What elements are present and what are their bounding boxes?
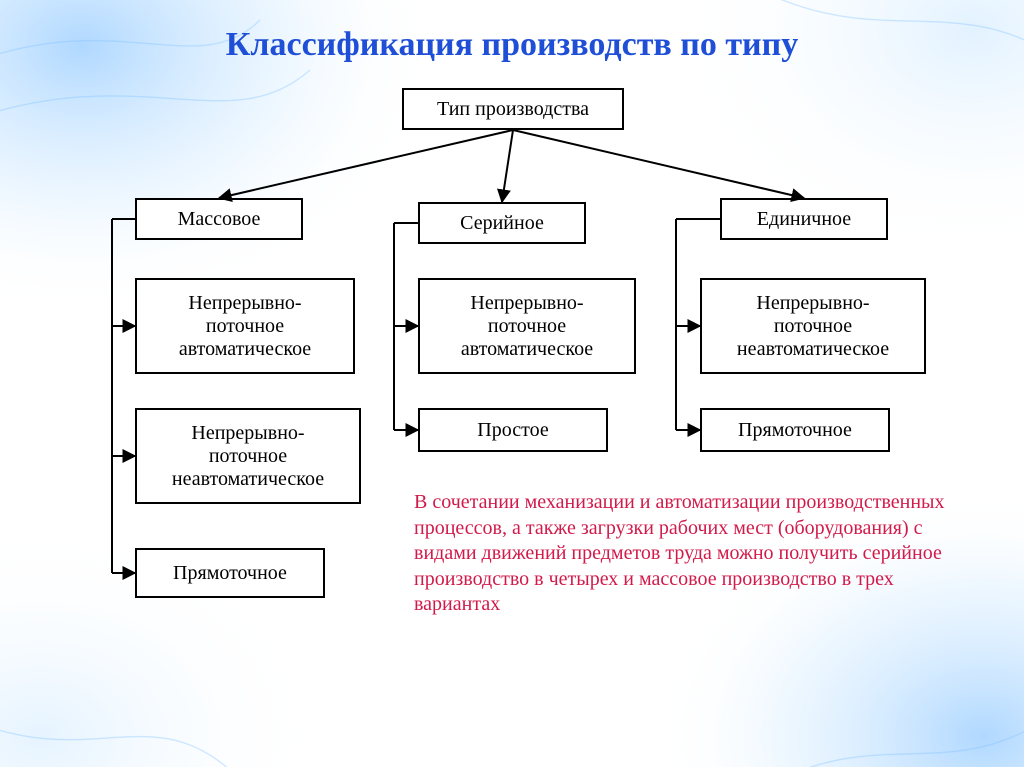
node-u2: Прямоточное <box>700 408 890 452</box>
node-u1: Непрерывно- поточное неавтоматическое <box>700 278 926 374</box>
node-m1: Непрерывно- поточное автоматическое <box>135 278 355 374</box>
node-s2: Простое <box>418 408 608 452</box>
node-unit: Единичное <box>720 198 888 240</box>
node-m3: Прямоточное <box>135 548 325 598</box>
node-serial: Серийное <box>418 202 586 244</box>
node-root: Тип производства <box>402 88 624 130</box>
node-mass: Массовое <box>135 198 303 240</box>
node-m2: Непрерывно- поточное неавтоматическое <box>135 408 361 504</box>
slide-title: Классификация производств по типу <box>0 26 1024 64</box>
slide: Классификация производств по типу Тип пр… <box>0 0 1024 767</box>
node-s1: Непрерывно- поточное автоматическое <box>418 278 636 374</box>
description-paragraph: В сочетании механизации и автоматизации … <box>414 490 954 618</box>
